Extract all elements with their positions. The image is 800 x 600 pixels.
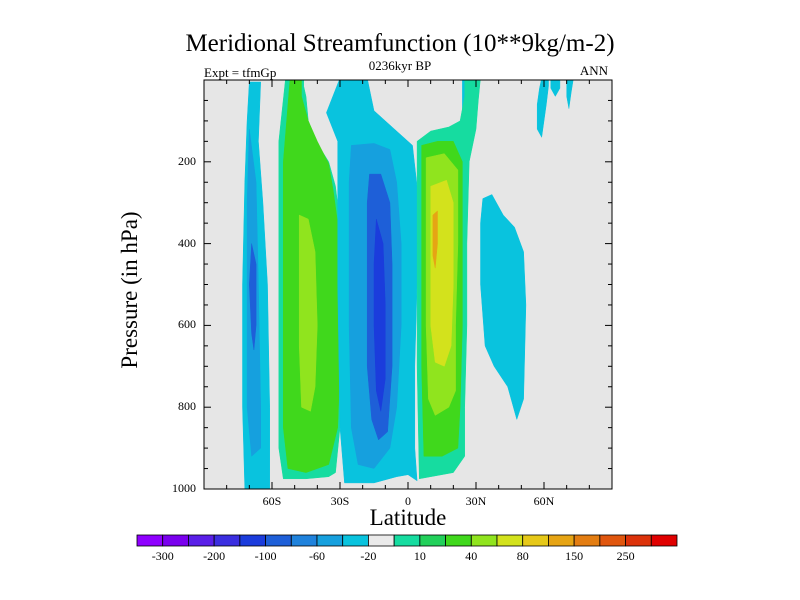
- colorbar-label-80: 80: [516, 549, 529, 563]
- colorbar-label--20: -20: [360, 549, 377, 563]
- colorbar-box-17: [573, 534, 601, 547]
- y-tick-label-400: 400: [178, 235, 196, 250]
- x-tick-label-60S: 60S: [262, 494, 282, 508]
- axis-ticks: [204, 80, 612, 490]
- colorbar-box-11: [419, 534, 446, 547]
- colorbar-box-18: [599, 534, 626, 547]
- contour-region-9: [373, 218, 386, 412]
- colorbar-label--300: -300: [151, 549, 174, 563]
- colorbar-box-12: [445, 534, 472, 547]
- colorbar-box-13: [470, 534, 498, 547]
- colorbar-box-6: [290, 534, 318, 547]
- colorbar-box-7: [316, 534, 344, 547]
- colorbar-label-10: 10: [413, 549, 426, 563]
- x-tick-label-30N: 30N: [465, 494, 487, 508]
- x-tick-label-0: 0: [405, 494, 411, 508]
- y-tick-label-800: 800: [178, 399, 196, 414]
- contour-region-18: [550, 80, 561, 97]
- colorbar-label-40: 40: [465, 549, 478, 563]
- colorbar-box-1: [162, 534, 189, 547]
- chart-subtitle: 0236kyr BP: [368, 58, 432, 73]
- colorbar-box-5: [265, 534, 292, 547]
- y-tick-label-1000: 1000: [172, 481, 196, 495]
- colorbar-label--200: -200: [203, 549, 226, 563]
- colorbar-box-15: [522, 534, 549, 547]
- colorbar-box-8: [342, 534, 369, 547]
- contour-region-14: [430, 179, 454, 367]
- x-tick-label-60N: 60N: [533, 494, 555, 508]
- contour-region-5: [298, 214, 318, 412]
- colorbar: [136, 534, 678, 547]
- contour-region-19: [566, 80, 574, 109]
- y-tick-label-200: 200: [178, 153, 196, 168]
- contour-region-16: [480, 194, 527, 420]
- colorbar-box-19: [625, 534, 652, 547]
- colorbar-box-3: [213, 534, 241, 547]
- colorbar-box-9: [368, 534, 395, 547]
- colorbar-box-0: [136, 534, 164, 547]
- colorbar-box-10: [393, 534, 421, 547]
- colorbar-box-16: [548, 534, 575, 547]
- x-axis-label: Latitude: [369, 505, 447, 530]
- contour-region-2: [249, 243, 257, 351]
- x-tick-label-30S: 30S: [330, 494, 350, 508]
- colorbar-label--60: -60: [309, 549, 325, 563]
- season-label: ANN: [579, 63, 608, 78]
- colorbar-box-2: [188, 534, 215, 547]
- contour-region-15: [432, 210, 438, 269]
- experiment-label: Expt = tfmGp: [204, 65, 277, 80]
- colorbar-label--100: -100: [254, 549, 277, 563]
- contour-fields: [242, 80, 574, 489]
- y-tick-label-600: 600: [178, 317, 196, 332]
- colorbar-box-14: [496, 534, 524, 547]
- colorbar-box-4: [239, 534, 266, 547]
- colorbar-label-250: 250: [616, 549, 635, 563]
- contour-region-17: [536, 80, 549, 138]
- colorbar-label-150: 150: [565, 549, 584, 563]
- chart-title: Meridional Streamfunction (10**9kg/m-2): [185, 30, 615, 57]
- colorbar-box-20: [650, 534, 678, 547]
